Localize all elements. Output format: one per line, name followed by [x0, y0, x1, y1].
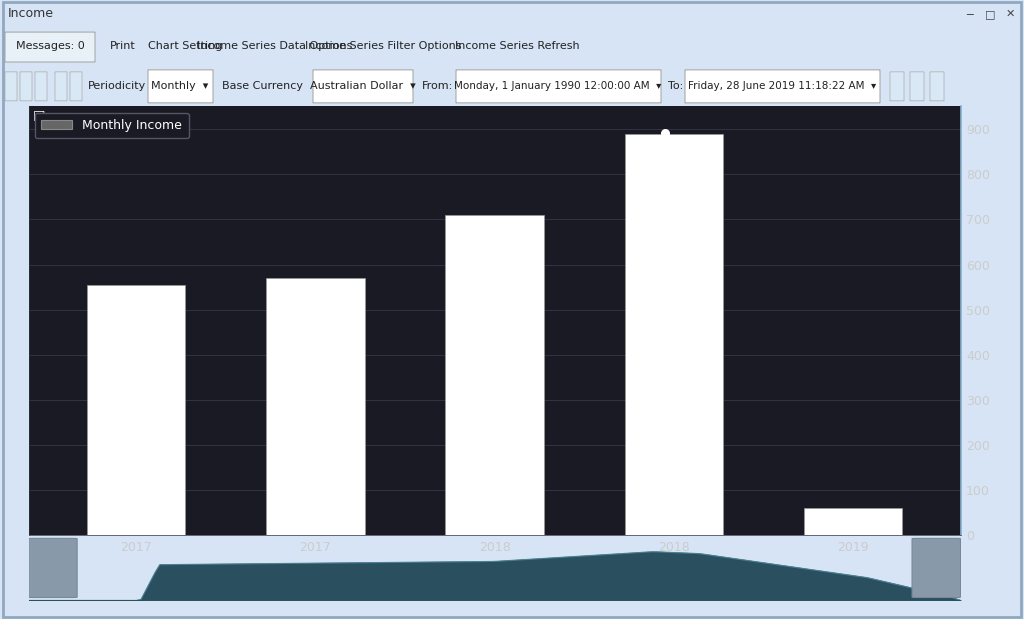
Text: Periodicity: Periodicity	[88, 81, 146, 92]
Text: Monthly  ▾: Monthly ▾	[152, 81, 209, 92]
Bar	[445, 215, 544, 535]
FancyBboxPatch shape	[29, 539, 77, 597]
Text: From:: From:	[422, 81, 454, 92]
Text: Australian Dollar  ▾: Australian Dollar ▾	[310, 81, 416, 92]
FancyBboxPatch shape	[456, 70, 662, 103]
FancyBboxPatch shape	[910, 72, 924, 101]
Text: Monday, 1 January 1990 12:00:00 AM  ▾: Monday, 1 January 1990 12:00:00 AM ▾	[455, 81, 662, 92]
Text: ─: ─	[967, 9, 974, 19]
Text: Chart Setting: Chart Setting	[148, 41, 222, 51]
Text: Income Series Data Options: Income Series Data Options	[197, 41, 352, 51]
FancyBboxPatch shape	[313, 70, 413, 103]
Bar	[266, 278, 365, 535]
Bar	[804, 508, 902, 535]
Bar	[87, 285, 185, 535]
Text: Income Series Filter Options: Income Series Filter Options	[305, 41, 462, 51]
FancyBboxPatch shape	[912, 539, 961, 597]
Text: ✕: ✕	[1006, 9, 1015, 19]
Text: Base Currency: Base Currency	[222, 81, 303, 92]
FancyBboxPatch shape	[890, 72, 904, 101]
Text: ☑: ☑	[33, 110, 45, 124]
FancyBboxPatch shape	[930, 72, 944, 101]
Text: To:: To:	[668, 81, 683, 92]
Bar	[625, 134, 723, 535]
FancyBboxPatch shape	[70, 72, 82, 101]
FancyBboxPatch shape	[148, 70, 213, 103]
Text: Friday, 28 June 2019 11:18:22 AM  ▾: Friday, 28 June 2019 11:18:22 AM ▾	[688, 81, 877, 92]
FancyBboxPatch shape	[5, 72, 17, 101]
Text: Print: Print	[110, 41, 136, 51]
FancyBboxPatch shape	[685, 70, 880, 103]
Legend: Monthly Income: Monthly Income	[35, 113, 188, 138]
Text: Income: Income	[8, 7, 54, 20]
Text: Income Series Refresh: Income Series Refresh	[455, 41, 580, 51]
FancyBboxPatch shape	[5, 32, 95, 62]
Text: □: □	[985, 9, 995, 19]
FancyBboxPatch shape	[35, 72, 47, 101]
FancyBboxPatch shape	[20, 72, 32, 101]
Text: Sep 2018: Sep 2018	[605, 563, 664, 573]
Text: Messages: 0: Messages: 0	[15, 41, 84, 51]
FancyBboxPatch shape	[55, 72, 67, 101]
